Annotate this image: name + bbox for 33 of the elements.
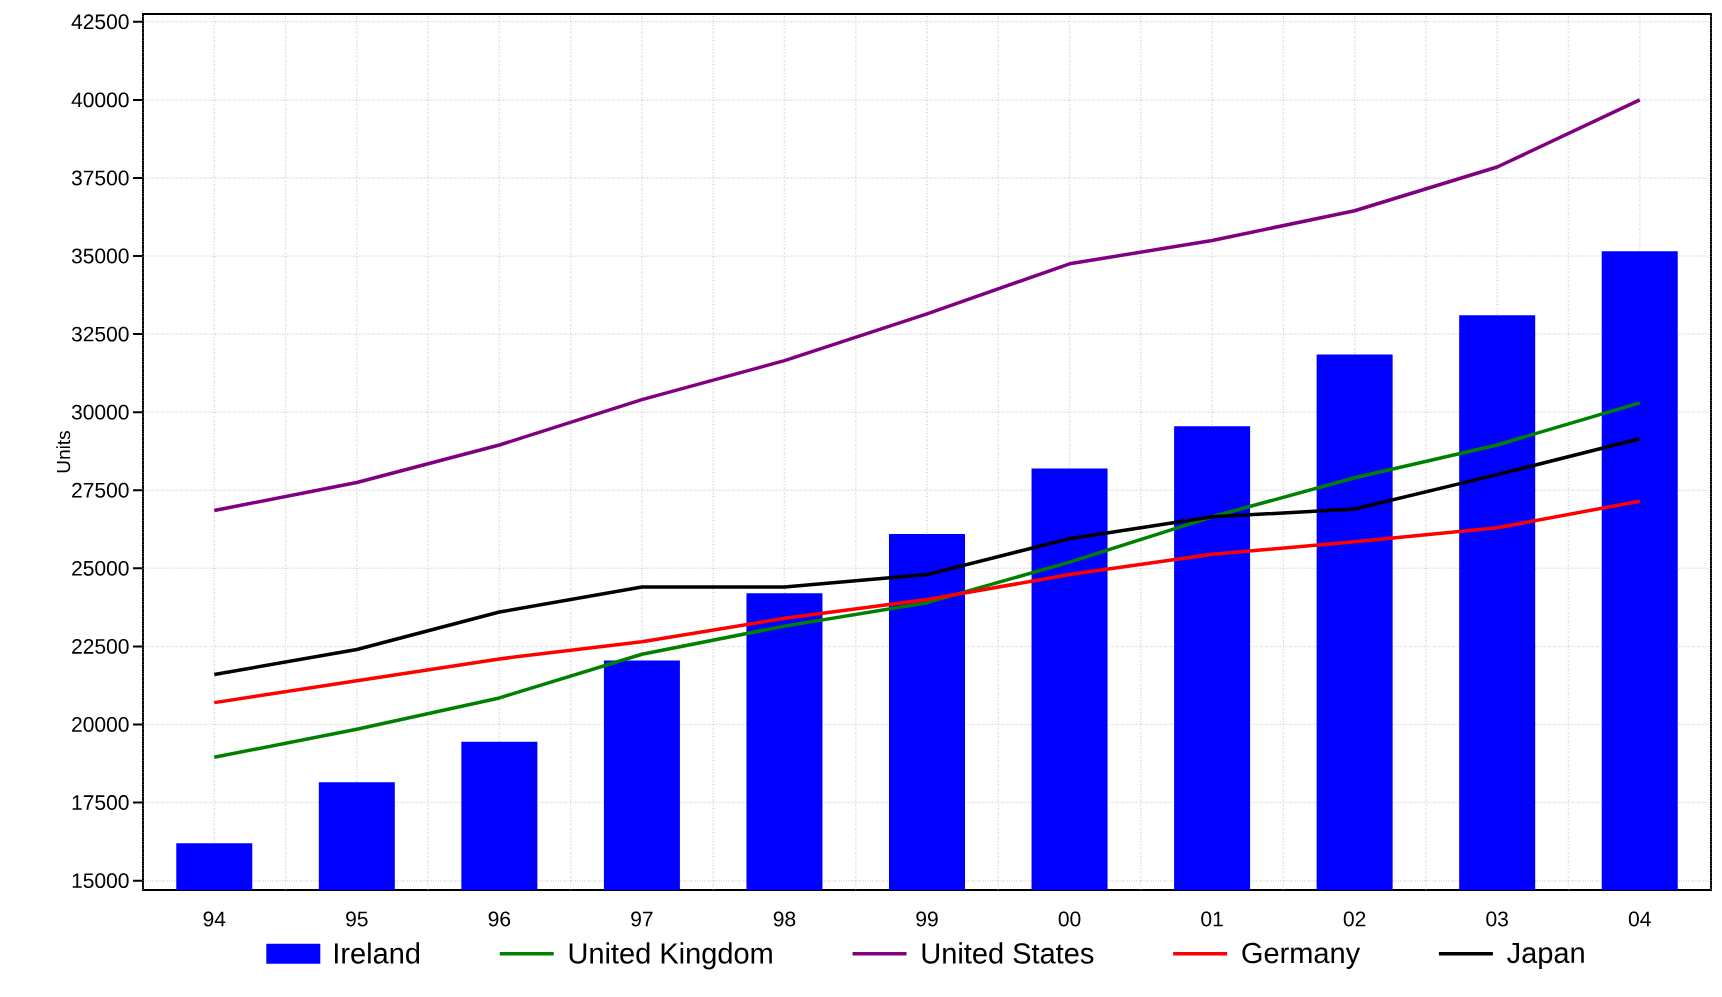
y-tick-label: 25000 (72, 560, 129, 576)
y-tick-label: 17500 (72, 795, 129, 810)
y-tick-label: 32500 (71, 326, 129, 342)
line-series (212, 98, 1642, 513)
x-tick-label: 02 (1343, 911, 1366, 927)
y-tick-label: 35000 (71, 248, 129, 264)
legend-label: United Kingdom (569, 942, 772, 970)
x-tick-label: 95 (346, 911, 368, 927)
legend-label: Ireland (334, 942, 420, 964)
x-tick-label: 04 (1628, 911, 1651, 927)
y-axis-title: Units (56, 431, 71, 473)
y-tick-label: 30000 (71, 404, 129, 420)
legend-label: Germany (1242, 942, 1361, 970)
x-tick-label: 94 (203, 911, 226, 927)
y-tick-label: 15000 (72, 873, 129, 889)
x-tick-label: 03 (1486, 911, 1508, 927)
line-series (212, 499, 1642, 705)
y-tick-label: 22500 (72, 638, 129, 654)
x-tick-label: 97 (631, 911, 653, 927)
legend-label: United States (922, 942, 1094, 964)
x-tick-label: 01 (1201, 911, 1223, 927)
y-tick-label: 20000 (72, 717, 129, 732)
y-tick-label: 42500 (71, 14, 129, 30)
legend-label: Japan (1507, 942, 1584, 969)
line-series (212, 401, 1642, 760)
x-tick-label: 99 (916, 911, 938, 927)
x-tick-label: 00 (1058, 911, 1081, 927)
x-tick-label: 98 (773, 911, 796, 927)
line-series (212, 436, 1642, 677)
y-tick-label: 40000 (71, 92, 129, 108)
x-tick-label: 96 (488, 911, 511, 927)
y-tick-label: 37500 (71, 170, 129, 186)
y-tick-label: 27500 (72, 482, 129, 498)
